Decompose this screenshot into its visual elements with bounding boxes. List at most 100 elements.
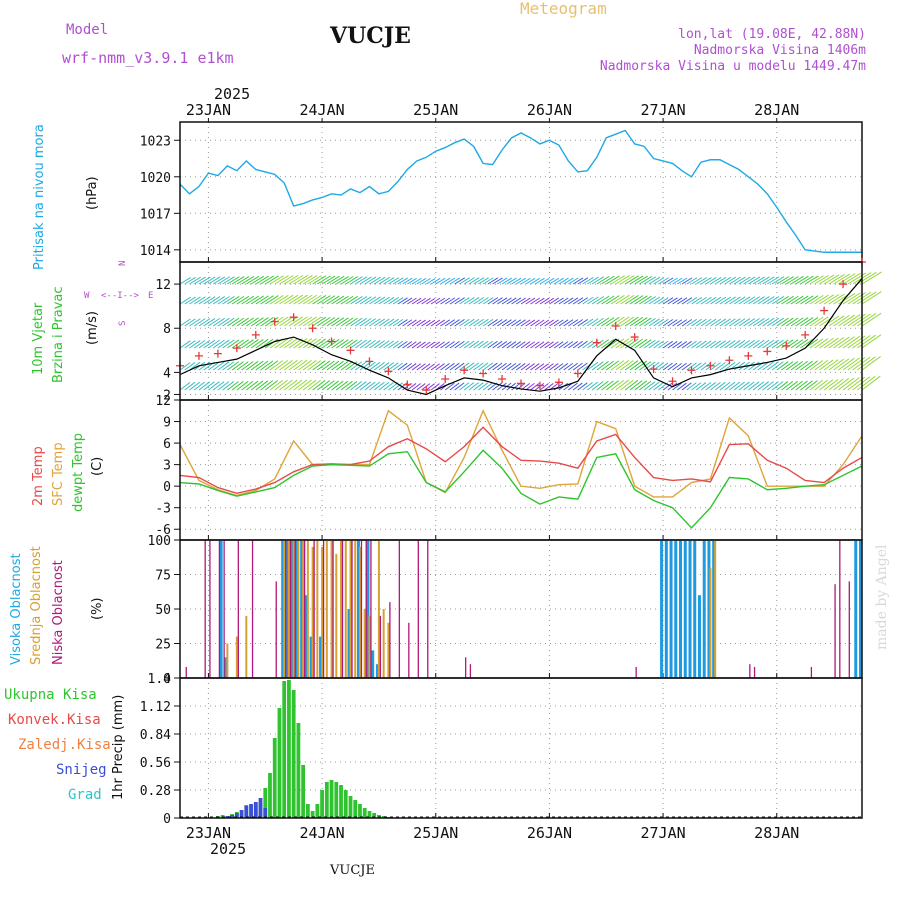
wind-barb [534, 363, 545, 371]
wind-barb [781, 361, 794, 371]
wind-barb [695, 340, 707, 349]
wind-barb [857, 271, 877, 285]
wind-barb [426, 278, 436, 285]
wind-barb [454, 297, 465, 305]
wind-barb [250, 317, 264, 327]
wind-barb [639, 317, 652, 327]
cloud-low-bar [204, 540, 206, 678]
wind-barb [293, 294, 308, 305]
wind-barb [724, 296, 736, 305]
wind-barb [861, 271, 882, 285]
wind-barb [596, 380, 609, 391]
wind-barb [572, 382, 583, 391]
cloud-high-bar [285, 540, 289, 678]
precip-snow-bar [253, 802, 258, 818]
wind-barb [203, 318, 216, 327]
wind-barb [748, 361, 760, 371]
wind-barb [388, 318, 399, 327]
cloud-low-bar [303, 540, 306, 678]
wind-barb [639, 276, 652, 285]
wind-barb [729, 381, 741, 391]
wind-barb [596, 275, 610, 285]
wind-barb [544, 319, 554, 327]
wind-barb [828, 378, 844, 391]
wind-barb [227, 317, 240, 327]
wind-gust-marker [782, 341, 791, 350]
cloud-high-bar [683, 540, 687, 678]
wind-barb [293, 338, 308, 349]
wind-barb [208, 381, 220, 391]
wind-barb [184, 318, 196, 327]
cloud-label-high: Visoka Oblacnost [9, 553, 24, 665]
precip-total-bar [353, 800, 358, 818]
wind-barb [639, 295, 652, 305]
wind-barb [501, 277, 513, 285]
wind-barb [809, 379, 823, 391]
wind-barb [217, 276, 230, 285]
wind-barb [724, 340, 736, 349]
wind-barb [416, 341, 426, 349]
cloud-mid-bar [321, 546, 324, 678]
wind-barb [421, 278, 431, 285]
wind-barb [411, 383, 421, 391]
cloud-mid-bar [368, 615, 371, 678]
x-day-label-bottom: 25JAN [413, 824, 458, 842]
wind-barb [478, 318, 489, 327]
wind-barb [260, 295, 274, 305]
wind-barb [236, 380, 249, 391]
wind-barb [492, 340, 503, 349]
wind-barb [856, 313, 877, 327]
wind-barb [800, 275, 814, 285]
wind-barb [331, 339, 344, 349]
wind-gust-marker [763, 347, 772, 356]
wind-barb [217, 361, 230, 371]
wind-barb [729, 340, 741, 349]
temp-2m-line [179, 426, 863, 495]
wind-barb [482, 362, 494, 371]
wind-barb [771, 339, 784, 349]
precip-total-bar [263, 788, 268, 818]
wind-barb [719, 340, 731, 349]
cloud-mid-bar [354, 540, 357, 678]
wind-barb [719, 381, 731, 391]
cloud-low-bar [341, 540, 344, 678]
wind-barb [520, 297, 531, 305]
wind-barb [695, 277, 707, 285]
wind-barb [568, 319, 579, 327]
wind-barb [852, 376, 871, 391]
wind-barb [553, 341, 564, 349]
wind-barb [724, 276, 737, 285]
wind-barb [430, 319, 441, 327]
cloud-low-bar [427, 540, 429, 678]
wind-barb [842, 292, 861, 305]
model-label: Model [66, 22, 108, 38]
wind-barb [459, 318, 470, 327]
wind-barb [757, 276, 770, 285]
wind-barb [350, 296, 363, 305]
wind-barb [511, 277, 522, 285]
clouds-ytick-label: 0 [163, 672, 171, 687]
wind-barb [648, 381, 660, 391]
wind-barb [435, 297, 446, 305]
wind-barb [828, 315, 845, 327]
cloud-high-bar [356, 540, 360, 678]
wind-barb [515, 363, 526, 371]
wind-barb [539, 363, 549, 371]
wind-barb [629, 316, 644, 327]
wind-barb [459, 297, 470, 305]
wind-barb [733, 361, 746, 371]
cloud-high-bar [859, 540, 862, 678]
temperature-ytick-label: 3 [163, 459, 171, 474]
precip-total-bar [277, 708, 282, 818]
wind-barb [454, 340, 465, 349]
wind-barb [184, 362, 196, 371]
wind-barb [643, 317, 656, 327]
cloud-low-bar [360, 540, 363, 678]
wind-barb [814, 338, 829, 349]
wind-barb [264, 295, 279, 305]
wind-barb [345, 295, 358, 305]
wind-barb [241, 295, 255, 305]
wind-gust-marker [706, 361, 715, 370]
wind-barb [435, 319, 446, 327]
cloud-high-bar [319, 636, 323, 678]
